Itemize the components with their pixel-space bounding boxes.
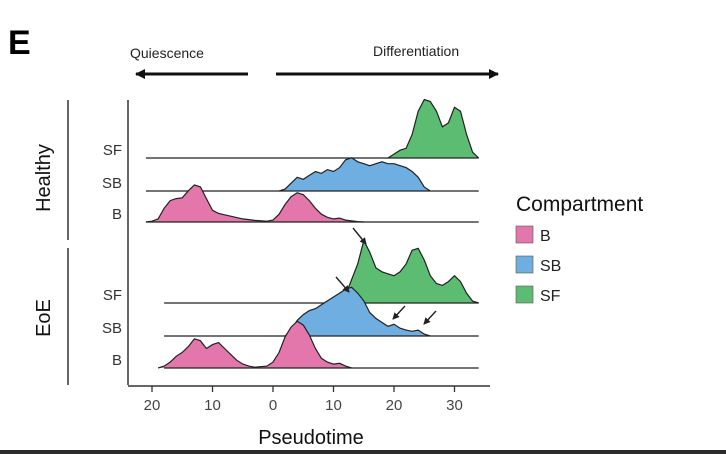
x-axis-title: Pseudotime xyxy=(258,427,364,449)
legend-swatch-sf xyxy=(515,285,534,304)
ridges-layer: SF SB B SF SB B xyxy=(102,98,480,369)
legend-swatch-b xyxy=(515,225,534,244)
ridge-fill-eoe-b xyxy=(158,321,352,368)
annotation-arrows xyxy=(335,227,437,325)
ridge-label-eoe-b: B xyxy=(112,352,122,369)
ridge-fill-healthy-sb xyxy=(279,157,431,191)
ridge-fill-eoe-sb xyxy=(285,287,431,336)
ridge-fill-healthy-sf xyxy=(387,99,479,158)
group-label-eoe: EoE xyxy=(33,299,55,337)
group-label-healthy: Healthy xyxy=(33,144,55,212)
ridge-fill-healthy-b xyxy=(145,184,364,222)
x-tick-label: 0 xyxy=(269,397,277,414)
panel-letter: E xyxy=(8,24,31,62)
annotation-arrow xyxy=(352,227,367,245)
annotation-arrow xyxy=(423,310,437,325)
x-tick-label: 20 xyxy=(386,397,403,414)
x-tick-label: 10 xyxy=(204,397,221,414)
ridge-label-eoe-sb: SB xyxy=(102,320,122,337)
bottom-border xyxy=(0,450,726,454)
ridge-label-healthy-sb: SB xyxy=(102,175,122,192)
legend-label-b: B xyxy=(540,228,551,245)
legend-label-sf: SF xyxy=(540,288,561,305)
ridge-label-eoe-sf: SF xyxy=(103,287,122,304)
x-ticks: 20 10 0 10 20 30 xyxy=(144,386,463,414)
ridge-outline-eoe-b xyxy=(157,320,352,369)
legend-label-sb: SB xyxy=(540,258,561,275)
ridge-label-healthy-b: B xyxy=(112,206,122,223)
legend: Compartment B SB SF xyxy=(515,193,643,305)
annotation-arrow xyxy=(392,305,406,320)
legend-title: Compartment xyxy=(516,193,643,216)
ridge-outline-healthy-sb xyxy=(278,157,431,192)
legend-swatch-sb xyxy=(515,255,534,274)
quiescence-label: Quiescence xyxy=(130,45,204,61)
x-tick-label: 20 xyxy=(144,397,161,414)
x-tick-label: 30 xyxy=(446,397,463,414)
ridge-outline-healthy-sf xyxy=(387,98,480,159)
differentiation-label: Differentiation xyxy=(373,43,459,59)
x-tick-label: 10 xyxy=(325,397,342,414)
ridge-outline-eoe-sb xyxy=(284,286,431,337)
ridge-label-healthy-sf: SF xyxy=(103,142,122,159)
ridge-fill-eoe-sf xyxy=(339,240,479,303)
annotation-arrow xyxy=(335,276,350,293)
ridge-outline-healthy-b xyxy=(145,184,364,223)
